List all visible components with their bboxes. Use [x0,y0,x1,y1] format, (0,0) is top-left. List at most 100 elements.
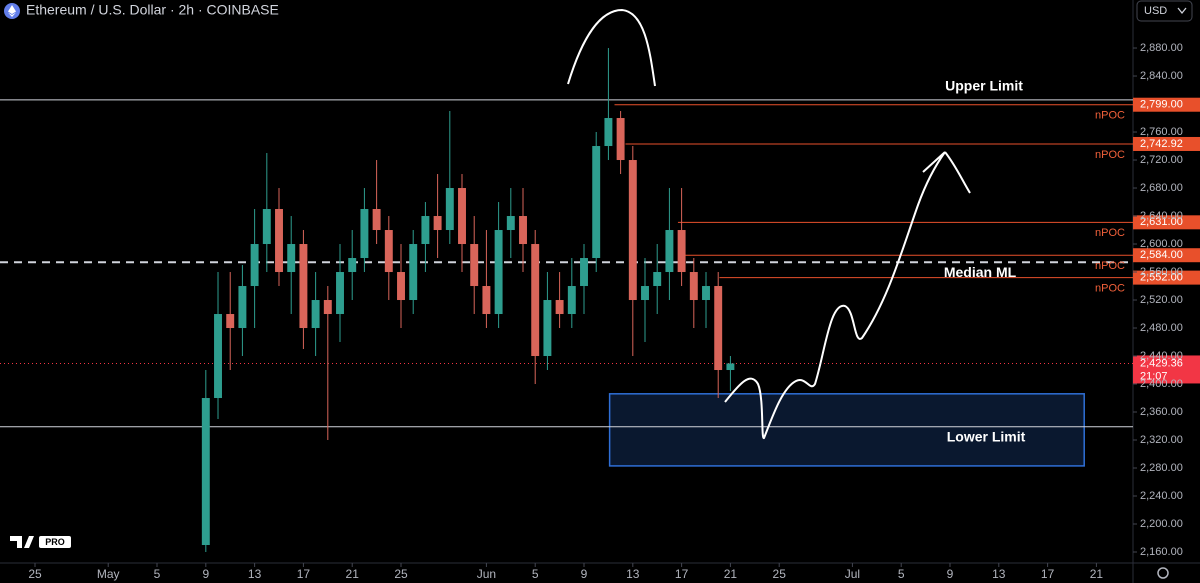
tv-logo [10,536,34,548]
y-tick-label: 2,560.00 [1140,266,1183,278]
last-price-box [1133,355,1200,384]
candle-body [323,300,332,315]
candle-body [616,118,625,161]
level-box [1133,215,1200,230]
candle-body [653,272,662,287]
x-tick-label: 17 [297,567,311,581]
candle-body [543,300,552,357]
candle-body [360,209,369,259]
x-tick-label: May [97,567,120,581]
y-tick-label: 2,240.00 [1140,490,1183,502]
x-tick-label: 17 [1041,567,1055,581]
y-tick-label: 2,640.00 [1140,210,1183,222]
currency-label[interactable]: USD [1144,5,1167,17]
candle-body [397,272,405,301]
candle-body [726,363,735,371]
candle-body [531,244,540,357]
pro-label: PRO [45,537,65,547]
y-tick-label: 2,320.00 [1140,434,1183,446]
y-tick-label: 2,400.00 [1140,378,1183,390]
x-tick-label: 25 [394,567,408,581]
candle-body [336,272,344,315]
y-tick-label: 2,840.00 [1140,70,1183,82]
candles [201,48,735,553]
candle-body [384,230,393,273]
settings-icon[interactable] [1157,567,1169,579]
drawn-arc [567,8,656,87]
y-tick-label: 2,360.00 [1140,406,1183,418]
candle-body [592,146,601,259]
line-label: Median ML [944,264,1017,280]
x-tick-label: 9 [202,567,209,581]
y-tick-label: 2,880.00 [1140,42,1183,54]
y-tick-label: 2,600.00 [1140,238,1183,250]
candle-body [275,209,283,273]
last-price-label: 2,429.36 [1140,357,1183,369]
npoc-label: nPOC [1095,260,1125,272]
candle-body [494,230,503,315]
npoc-label: nPOC [1095,149,1125,161]
candle-body [482,286,491,315]
candle-body [445,188,454,231]
zone [608,393,1085,467]
candle-body [201,398,210,546]
x-tick-label: 9 [581,567,588,581]
x-tick-label: 21 [724,567,738,581]
x-tick-label: 5 [898,567,905,581]
x-tick-label: 5 [154,567,161,581]
level-label: 2,631.00 [1140,216,1183,228]
x-tick-label: 13 [248,567,262,581]
candle-body [628,160,637,301]
candle-body [604,118,613,147]
x-tick-label: 25 [28,567,42,581]
level-label: 2,799.00 [1140,99,1183,111]
candle-body [409,244,418,301]
npoc-label: nPOC [1095,227,1125,239]
candle-body [470,244,479,287]
level-box [1133,270,1200,285]
level-box [1133,136,1200,151]
x-tick-label: 13 [992,567,1006,581]
candle-body [250,244,259,287]
candle-body [458,188,466,245]
level-label: 2,552.00 [1140,272,1183,284]
candle-body [238,286,247,329]
y-tick-label: 2,280.00 [1140,462,1183,474]
level-box [1133,248,1200,263]
y-tick-label: 2,200.00 [1140,518,1183,530]
overlay: Upper Limit Median ML Lower Limit nPOC 2,799… [944,78,1200,444]
candle-body [567,286,576,315]
candle-body [433,216,442,231]
candle-body [506,216,515,231]
x-tick-label: 9 [947,567,954,581]
candle-body [689,272,698,301]
drawn-projection [724,151,971,440]
x-tick-label: 13 [626,567,640,581]
candle-body [580,258,588,287]
candle-body [372,209,381,231]
candle-body [214,314,222,399]
level-label: 2,742.92 [1140,138,1183,150]
npoc-label: nPOC [1095,110,1125,122]
currency-button[interactable] [1136,0,1193,22]
y-tick-label: 2,520.00 [1140,294,1183,306]
y-tick-label: 2,720.00 [1140,154,1183,166]
candle-body [421,216,430,245]
level-box [1133,97,1200,112]
pro-badge [39,536,71,548]
x-tick-label: 5 [532,567,539,581]
y-tick-label: 2,760.00 [1140,126,1183,138]
candle-body [262,209,271,245]
level-label: 2,584.00 [1140,249,1183,261]
line-label: Lower Limit [947,428,1026,444]
currency-caret[interactable] [1177,7,1187,15]
candle-body [702,286,710,301]
candle-body [348,258,357,273]
candle-body [714,286,723,371]
candle-body [641,286,649,301]
level-layer [0,99,1133,467]
y-tick-label: 2,440.00 [1140,350,1183,362]
candle-body [299,244,308,329]
y-tick-label: 2,680.00 [1140,182,1183,194]
